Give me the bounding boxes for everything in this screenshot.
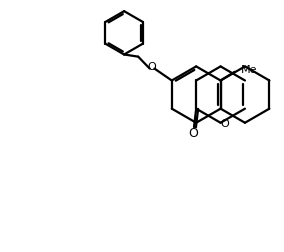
Text: Me: Me <box>241 65 257 75</box>
Text: O: O <box>188 127 198 140</box>
Text: O: O <box>220 119 229 129</box>
Text: O: O <box>147 62 156 73</box>
